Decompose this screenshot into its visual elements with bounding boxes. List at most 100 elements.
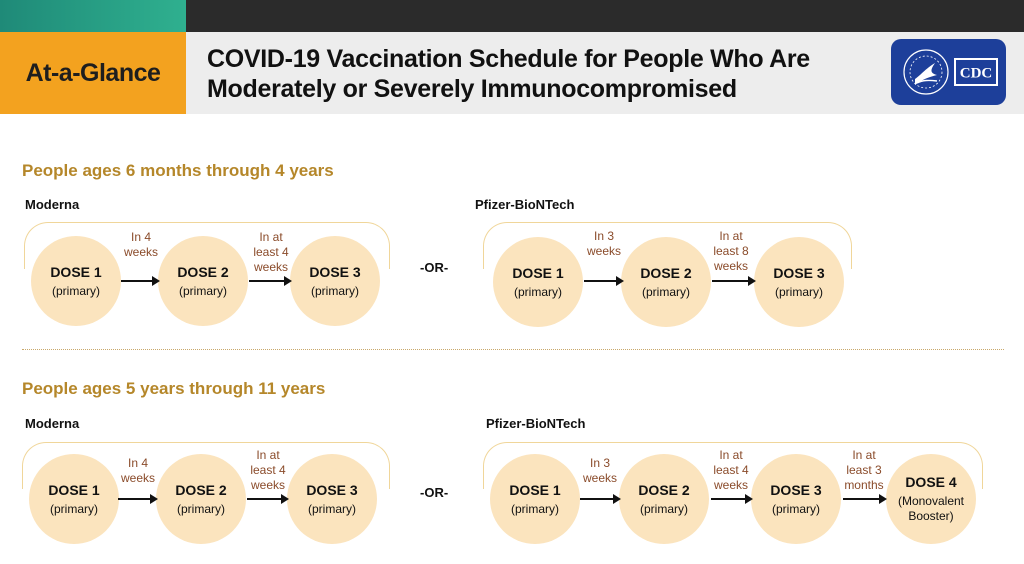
title-line-2: Moderately or Severely Immunocompromised [207, 75, 737, 103]
interval-line: weeks [582, 471, 617, 485]
top-bar-accent [0, 0, 186, 32]
interval-label: In 4 weeks [106, 230, 176, 260]
or-separator: -OR- [420, 260, 449, 275]
interval-line: weeks [123, 245, 158, 259]
interval-label: In at least 4 weeks [236, 230, 306, 275]
dose-name: DOSE 3 [773, 264, 825, 281]
dose-circle: DOSE 2 (primary) [621, 237, 711, 327]
dose-name: DOSE 3 [309, 263, 361, 280]
vendor-label-pfizer: Pfizer-BioNTech [475, 197, 575, 212]
arrow-icon [249, 276, 292, 286]
schedule-bracket [483, 442, 983, 489]
interval-label: In 3 weeks [569, 229, 639, 259]
eagle-wing-icon [916, 79, 938, 84]
interval-line: weeks [713, 478, 748, 492]
dose-type: (primary) [775, 284, 823, 299]
interval-label: In 3 weeks [565, 456, 635, 486]
dose-type: (primary) [772, 501, 820, 516]
dose-name: DOSE 1 [50, 263, 102, 280]
dose-circle: DOSE 4 (Monovalent Booster) [886, 454, 976, 544]
dose-name: DOSE 1 [509, 481, 561, 498]
dose-type: (primary) [514, 284, 562, 299]
interval-line: In 3 [589, 456, 610, 470]
or-separator: -OR- [420, 485, 449, 500]
interval-line: In 3 [593, 229, 614, 243]
eagle-icon [915, 63, 937, 85]
dose-type: (primary) [311, 283, 359, 298]
interval-line: least 4 [253, 245, 289, 259]
interval-line: In at [719, 229, 743, 243]
dose-circle: DOSE 2 (primary) [619, 454, 709, 544]
dose-name: DOSE 2 [175, 481, 227, 498]
dose-type: (primary) [511, 501, 559, 516]
arrow-icon [843, 494, 887, 504]
at-a-glance-badge: At-a-Glance [0, 32, 186, 114]
interval-label: In 4 weeks [103, 456, 173, 486]
dose-type: (primary) [52, 283, 100, 298]
badge-label: At-a-Glance [25, 58, 161, 87]
vendor-label-moderna: Moderna [25, 197, 80, 212]
cdc-logo-text: CDC [960, 66, 993, 82]
section-title-5yr-11yr: People ages 5 years through 11 years [22, 379, 326, 398]
arrow-icon [247, 494, 289, 504]
interval-line: In at [256, 448, 280, 462]
dose-name: DOSE 2 [638, 481, 690, 498]
interval-label: In at least 4 weeks [696, 448, 766, 493]
section-divider [22, 349, 1004, 350]
hhs-seal-ring [903, 49, 949, 95]
interval-line: least 4 [713, 463, 749, 477]
vendor-label-moderna: Moderna [25, 416, 80, 431]
dose-circle: DOSE 2 (primary) [158, 236, 248, 326]
dose-type: (primary) [642, 284, 690, 299]
dose-name: DOSE 4 [905, 474, 957, 490]
arrow-icon [580, 494, 621, 504]
dose-name: DOSE 2 [640, 264, 692, 281]
cdc-hhs-logo: CDC [891, 39, 1006, 105]
interval-line: least 4 [250, 463, 286, 477]
interval-label: In at least 3 months [829, 448, 899, 493]
dose-name: DOSE 3 [770, 481, 822, 498]
interval-line: weeks [120, 471, 155, 485]
dose-circle: DOSE 3 (primary) [754, 237, 844, 327]
dose-name: DOSE 2 [177, 263, 229, 280]
arrow-icon [118, 494, 158, 504]
title-line-1: COVID-19 Vaccination Schedule for People… [207, 45, 810, 73]
dose-circle: DOSE 1 (primary) [31, 236, 121, 326]
interval-line: weeks [713, 259, 748, 273]
hhs-seal-inner-ring [909, 55, 943, 89]
dose-name: DOSE 1 [48, 481, 100, 498]
dose-type-line-2: Booster) [908, 509, 954, 523]
dose-circle: DOSE 3 (primary) [287, 454, 377, 544]
schedule-bracket [22, 442, 390, 489]
arrow-icon [584, 276, 624, 286]
vendor-label-pfizer: Pfizer-BioNTech [486, 416, 586, 431]
dose-type: (primary) [177, 501, 225, 516]
cdc-box-inner [956, 60, 996, 84]
dose-circle: DOSE 3 (primary) [751, 454, 841, 544]
schedule-bracket [483, 222, 852, 269]
interval-line: In at [719, 448, 743, 462]
dose-circle: DOSE 2 (primary) [156, 454, 246, 544]
dose-name: DOSE 3 [306, 481, 358, 498]
interval-line: weeks [250, 478, 285, 492]
interval-label: In at least 4 weeks [233, 448, 303, 493]
schedule-bracket [24, 222, 390, 269]
interval-line: weeks [586, 244, 621, 258]
interval-label: In at least 8 weeks [696, 229, 766, 274]
dose-circle: DOSE 1 (primary) [490, 454, 580, 544]
interval-line: In at [259, 230, 283, 244]
section-title-6mo-4yr: People ages 6 months through 4 years [22, 161, 334, 180]
dose-type: (Monovalent [897, 494, 965, 508]
interval-line: least 3 [846, 463, 882, 477]
dose-circle: DOSE 1 (primary) [29, 454, 119, 544]
logo-graphic: CDC [903, 49, 998, 95]
dose-name: DOSE 1 [512, 264, 564, 281]
interval-line: weeks [253, 260, 288, 274]
page-title: COVID-19 Vaccination Schedule for People… [207, 44, 847, 104]
interval-line: least 8 [713, 244, 749, 258]
interval-line: In 4 [127, 456, 148, 470]
interval-line: months [844, 478, 884, 492]
dose-circle: DOSE 1 (primary) [493, 237, 583, 327]
interval-line: In 4 [130, 230, 151, 244]
arrow-icon [711, 494, 753, 504]
